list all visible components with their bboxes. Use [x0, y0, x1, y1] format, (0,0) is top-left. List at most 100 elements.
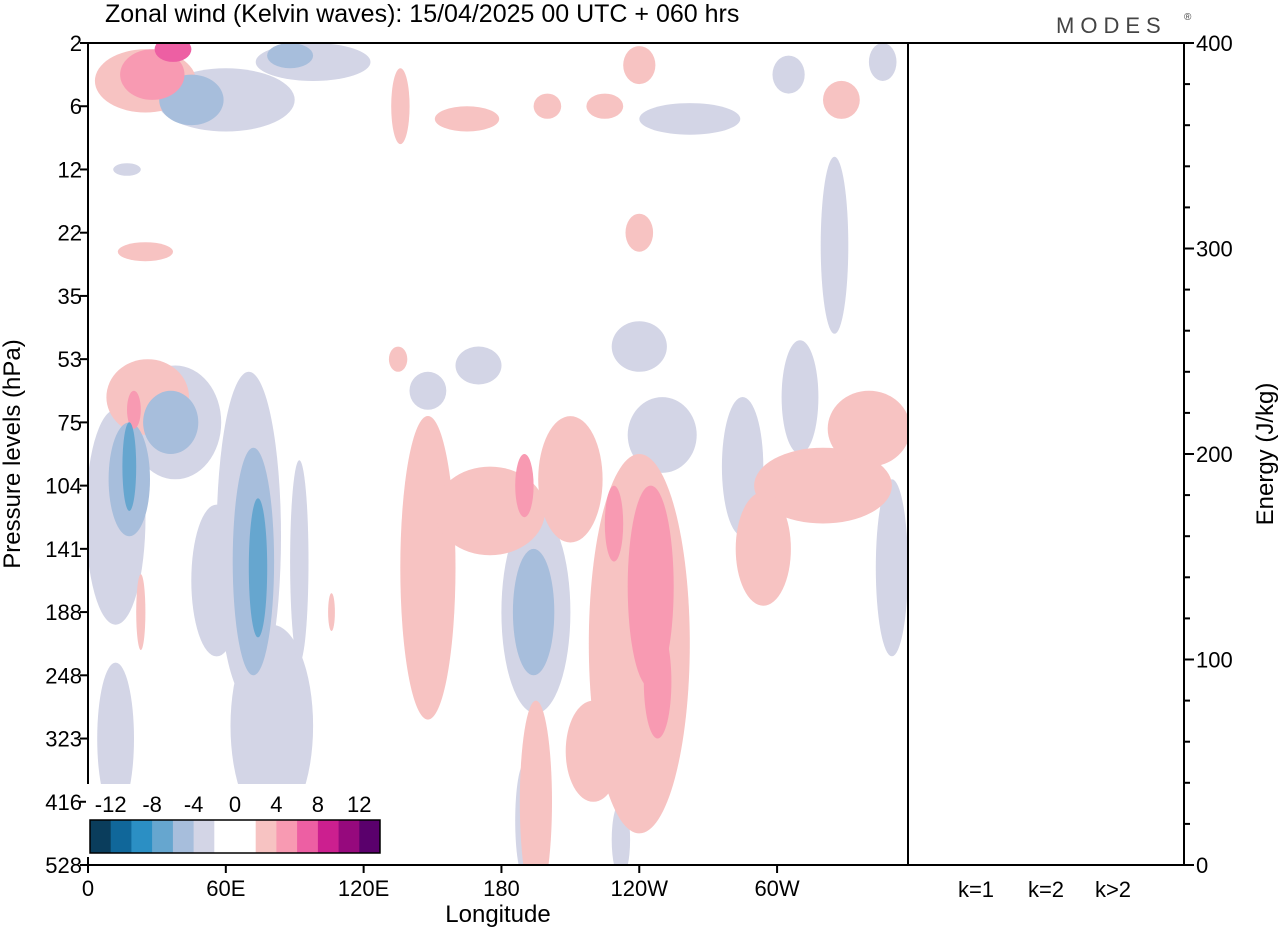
y-tick-label: 248: [45, 663, 82, 688]
energy-tick-label: 400: [1196, 31, 1233, 56]
wind-anomaly-easterly-15: [409, 371, 447, 410]
x-tick-label: 0: [82, 876, 94, 901]
colorbar-swatch: [317, 820, 340, 853]
wind-anomaly-westerly-42: [823, 80, 860, 119]
wind-anomaly-westerly-56: [515, 454, 534, 518]
energy-tick-label: 0: [1196, 853, 1208, 878]
x-tick-label: 60E: [206, 876, 245, 901]
y-tick-label: 528: [45, 853, 82, 878]
wind-anomaly-westerly-31: [754, 447, 892, 524]
colorbar-swatch: [255, 820, 277, 853]
wind-anomaly-westerly-58: [120, 49, 185, 100]
colorbar-legend: -12 -8 -4 0 4 8 12: [86, 784, 384, 857]
wind-anomaly-easterly-9: [627, 397, 697, 473]
colorbar-swatch: [235, 820, 257, 853]
colorbar-swatch: [338, 820, 360, 853]
wind-anomaly-easterly-7: [97, 662, 134, 815]
colorbar-swatch: [131, 820, 153, 853]
colorbar-swatch: [110, 820, 132, 853]
wind-anomaly-westerly-39: [533, 93, 562, 119]
x-tick-label: 180: [483, 876, 520, 901]
wind-anomaly-westerly-46: [328, 593, 335, 632]
y-tick-label: 141: [45, 537, 82, 562]
y-tick-label: 53: [58, 347, 82, 372]
wind-anomaly-westerly-38: [434, 106, 500, 132]
wind-anomaly-westerly-33: [735, 491, 791, 606]
wind-anomaly-westerly-45: [136, 574, 146, 650]
wind-anomaly-westerly-36: [117, 242, 173, 262]
colorbar-label: -8: [142, 792, 162, 817]
brand-logo: MODES: [1056, 13, 1167, 38]
wind-anomaly-westerly-57: [126, 390, 141, 429]
energy-panel-frame: [907, 42, 1185, 866]
wind-anomaly-westerly-25: [400, 416, 456, 720]
wind-anomaly-easterly-11: [781, 340, 819, 454]
wind-anomaly-westerly-40: [586, 93, 624, 119]
wind-anomaly-easterly-59: [248, 498, 268, 638]
wind-anomaly-westerly-44: [388, 346, 408, 372]
colorbar-swatch: [214, 820, 236, 853]
colorbar-swatch: [152, 820, 174, 853]
colorbar-swatch: [90, 820, 112, 853]
y-tick-label: 416: [45, 790, 82, 815]
energy-axis: 0 100 200 300 400: [1184, 31, 1233, 878]
wind-anomaly-westerly-55: [604, 485, 624, 562]
x-tick-label: 60W: [754, 876, 799, 901]
colorbar-label: -12: [95, 792, 127, 817]
colorbar-frame: [89, 819, 381, 854]
colorbar-label: 12: [347, 792, 371, 817]
wind-anomaly-westerly-41: [623, 46, 656, 85]
wind-anomaly-easterly-14: [455, 346, 502, 385]
y-tick-label: 35: [58, 284, 82, 309]
y-tick-label: 22: [58, 221, 82, 246]
energy-category-label: k>2: [1095, 877, 1131, 902]
energy-bars: k=1 k=2 k>2: [954, 864, 1135, 902]
wind-anomaly-easterly-20: [113, 163, 141, 176]
energy-category-label: k=2: [1028, 877, 1064, 902]
wind-anomaly-westerly-61: [154, 43, 192, 62]
colorbar-swatch: [193, 820, 215, 853]
colorbar-label: -4: [184, 792, 204, 817]
y-tick-label: 188: [45, 600, 82, 625]
y-tick-label: 323: [45, 727, 82, 752]
wind-anomaly-easterly-2: [230, 624, 314, 828]
x-tick-label: 120W: [611, 876, 669, 901]
wind-anomaly-westerly-27: [538, 416, 603, 543]
energy-tick-label: 200: [1196, 442, 1233, 467]
contour-fields: [88, 43, 908, 865]
colorbar-swatch: [297, 820, 319, 853]
energy-axis-label: Energy (J/kg): [1252, 383, 1279, 526]
y-tick-label: 104: [45, 474, 82, 499]
energy-tick-label: 300: [1196, 237, 1233, 262]
wind-anomaly-easterly-60: [122, 422, 137, 511]
wind-anomaly-easterly-12: [820, 156, 849, 334]
wind-anomaly-easterly-23: [772, 55, 805, 94]
wind-anomaly-westerly-32: [827, 390, 908, 467]
colorbar-label: 4: [270, 792, 282, 817]
y-tick-label: 75: [58, 410, 82, 435]
x-tick-label: 120E: [338, 876, 389, 901]
wind-anomaly-easterly-50: [512, 548, 555, 676]
wind-anomaly-easterly-52: [267, 43, 314, 69]
wind-anomaly-westerly-29: [519, 700, 552, 865]
x-axis: 0 60E 120E 180 120W 60W: [82, 865, 800, 901]
colorbar-swatch: [276, 820, 298, 853]
colorbar-label: 0: [229, 792, 241, 817]
brand-registered-mark: ®: [1184, 12, 1192, 23]
colorbar-label: 8: [312, 792, 324, 817]
wind-anomaly-westerly-54: [643, 624, 672, 739]
wind-anomaly-easterly-16: [611, 321, 667, 372]
y-tick-label: 2: [70, 31, 82, 56]
wind-anomaly-easterly-4: [290, 460, 309, 663]
wind-anomaly-easterly-24: [868, 43, 897, 81]
wind-anomaly-easterly-17: [639, 103, 741, 135]
y-axis-label: Pressure levels (hPa): [0, 339, 26, 568]
chart-title: Zonal wind (Kelvin waves): 15/04/2025 00…: [105, 0, 739, 28]
wind-anomaly-westerly-37: [391, 68, 410, 145]
energy-bar-1: [954, 864, 998, 865]
wind-anomaly-easterly-49: [143, 390, 199, 454]
energy-category-label: k=1: [958, 877, 994, 902]
energy-tick-label: 100: [1196, 648, 1233, 673]
y-tick-label: 12: [58, 157, 82, 182]
